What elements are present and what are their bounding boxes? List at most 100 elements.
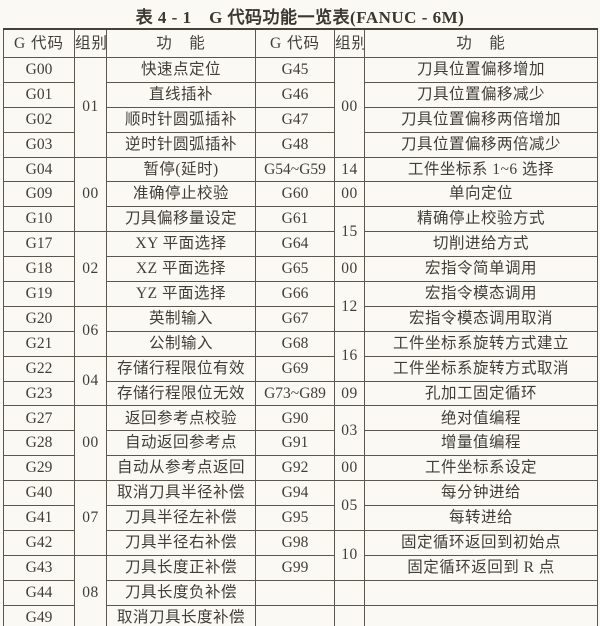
gcode-cell: G67 [255, 305, 335, 332]
function-cell: 刀具位置偏移增加 [364, 57, 598, 83]
gcode-cell: G45 [255, 57, 335, 83]
function-cell: 快速点定位 [106, 57, 256, 83]
gcode-cell: G66 [255, 281, 335, 307]
gcode-cell: G48 [255, 131, 335, 158]
function-cell: 返回参考点校验 [106, 405, 256, 432]
group-cell: 00 [334, 181, 365, 208]
gcode-cell: G02 [3, 106, 75, 133]
group-cell: 01 [74, 57, 107, 158]
gcode-cell: G10 [3, 206, 75, 233]
gcode-cell: G95 [255, 505, 335, 531]
function-cell: 刀具长度正补偿 [106, 554, 256, 581]
table-row: G01 直线插补 G46 刀具位置偏移减少 [3, 81, 598, 108]
gcode-cell: G20 [3, 305, 75, 332]
gcode-cell: G23 [3, 380, 75, 407]
function-cell: 固定循环返回到初始点 [364, 529, 598, 556]
function-cell: 暂停(延时) [106, 156, 256, 183]
gcode-cell: G47 [255, 106, 335, 133]
function-cell: 切削进给方式 [364, 231, 598, 258]
gcode-cell: G54~G59 [255, 156, 335, 183]
gcode-cell: G68 [255, 330, 335, 357]
group-cell: 00 [74, 156, 107, 233]
function-cell: 宏指令简单调用 [364, 256, 598, 283]
table-row: G02 顺时针圆弧插补 G47 刀具位置偏移两倍增加 [3, 106, 598, 133]
function-cell: 刀具偏移量设定 [106, 206, 256, 233]
table-row: G09 准确停止校验 G60 00 单向定位 [3, 181, 598, 208]
function-cell: 取消刀具长度补偿 [106, 604, 256, 626]
gcode-cell: G03 [3, 131, 75, 158]
gcode-cell: G65 [255, 256, 335, 283]
function-cell: 刀具位置偏移两倍减少 [364, 131, 598, 158]
function-cell: 顺时针圆弧插补 [106, 106, 256, 133]
function-cell [364, 579, 598, 606]
gcode-cell: G69 [255, 355, 335, 382]
gcode-cell: G00 [3, 57, 75, 83]
function-cell: 刀具半径右补偿 [106, 529, 256, 556]
header-gcode-right: G 代码 [255, 28, 335, 58]
gcode-cell: G28 [3, 430, 75, 457]
gcode-cell: G60 [255, 181, 335, 208]
table-row: G40 07 取消刀具半径补偿 G94 05 每分钟进给 [3, 480, 598, 556]
group-cell: 00 [334, 57, 365, 158]
gcode-cell: G73~G89 [255, 380, 335, 407]
group-cell: 09 [334, 380, 365, 407]
group-cell: 02 [74, 231, 107, 307]
group-cell: 05 [334, 480, 365, 531]
group-cell: 03 [334, 405, 365, 457]
gcode-cell: G90 [255, 405, 335, 432]
function-cell: XZ 平面选择 [106, 256, 256, 283]
table-row: G03 逆时针圆弧插补 G48 刀具位置偏移两倍减少 [3, 131, 598, 158]
header-function-left: 功 能 [106, 28, 256, 58]
function-cell: XY 平面选择 [106, 231, 256, 258]
gcode-cell: G61 [255, 206, 335, 233]
group-cell: 04 [74, 355, 107, 407]
function-cell: 刀具位置偏移减少 [364, 81, 598, 108]
group-cell: 00 [334, 455, 365, 482]
group-cell: 14 [334, 156, 365, 183]
function-cell: 固定循环返回到 R 点 [364, 554, 598, 581]
gcode-cell: G18 [3, 256, 75, 283]
function-cell: 取消刀具半径补偿 [106, 480, 256, 507]
function-cell: 精确停止校验方式 [364, 206, 598, 233]
function-cell: 刀具位置偏移两倍增加 [364, 106, 598, 133]
table-title: 表 4 - 1 G 代码功能一览表(FANUC - 6M) [135, 8, 465, 27]
gcode-cell: G19 [3, 281, 75, 307]
gcode-table-body: G00 01 快速点定位 G45 00 刀具位置偏移增加 G01 直线插补 G46 刀具位置偏移减… [3, 57, 598, 626]
function-cell: 刀具半径左补偿 [106, 505, 256, 531]
table-row: G44 刀具长度负补偿 [3, 579, 598, 606]
gcode-cell: G29 [3, 455, 75, 482]
gcode-cell: G22 [3, 355, 75, 382]
function-cell: 自动返回参考点 [106, 430, 256, 457]
gcode-cell: G99 [255, 554, 335, 581]
function-cell: 绝对值编程 [364, 405, 598, 432]
function-cell: 工件坐标系旋转方式取消 [364, 355, 598, 382]
table-row: G04 00 暂停(延时) G54~G59 14 工件坐标系 1~6 选择 [3, 156, 598, 233]
table-row: G22 04 存储行程限位有效 G69 工件坐标系旋转方式取消 [3, 355, 598, 407]
gcode-cell: G21 [3, 330, 75, 357]
table-row: G18 XZ 平面选择 G65 00 宏指令简单调用 [3, 256, 598, 283]
function-cell: 单向定位 [364, 181, 598, 208]
group-cell: 08 [74, 554, 107, 626]
gcode-cell: G44 [3, 579, 75, 606]
function-cell: 准确停止校验 [106, 181, 256, 208]
table-row: G00 01 快速点定位 G45 00 刀具位置偏移增加 [3, 57, 598, 158]
gcode-cell [255, 604, 335, 626]
function-cell: 孔加工固定循环 [364, 380, 598, 407]
group-cell [334, 604, 365, 626]
table-row: G20 06 英制输入 G67 宏指令模态调用取消 [3, 305, 598, 357]
group-cell: 16 [334, 330, 365, 382]
function-cell: YZ 平面选择 [106, 281, 256, 307]
gcode-cell: G92 [255, 455, 335, 482]
function-cell: 增量值编程 [364, 430, 598, 457]
table-row: G29 自动从参考点返回 G92 00 工件坐标系设定 [3, 455, 598, 482]
function-cell: 英制输入 [106, 305, 256, 332]
gcode-cell: G64 [255, 231, 335, 258]
table-row: G41 刀具半径左补偿 G95 每转进给 [3, 505, 598, 531]
gcode-cell: G01 [3, 81, 75, 108]
gcode-cell: G91 [255, 430, 335, 457]
group-cell: 07 [74, 480, 107, 556]
table-row: G27 00 返回参考点校验 G90 03 绝对值编程 [3, 405, 598, 482]
function-cell: 每分钟进给 [364, 480, 598, 507]
gcode-cell: G41 [3, 505, 75, 531]
